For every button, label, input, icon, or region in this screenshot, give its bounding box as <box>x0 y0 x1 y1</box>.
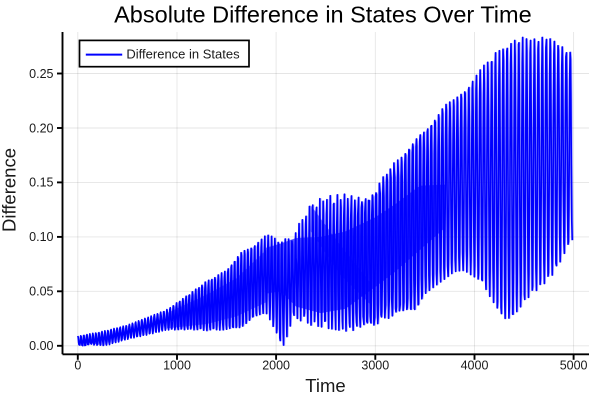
svg-text:4000: 4000 <box>461 359 489 373</box>
svg-text:Difference in States: Difference in States <box>126 47 240 62</box>
svg-text:0: 0 <box>74 359 81 373</box>
svg-text:Absolute Difference in States: Absolute Difference in States Over Time <box>114 2 532 28</box>
svg-text:5000: 5000 <box>560 359 588 373</box>
svg-text:0.25: 0.25 <box>29 67 53 81</box>
svg-text:0.20: 0.20 <box>29 121 53 135</box>
svg-text:2000: 2000 <box>262 359 290 373</box>
svg-text:Difference: Difference <box>0 148 20 232</box>
svg-text:3000: 3000 <box>361 359 389 373</box>
svg-text:Time: Time <box>305 375 345 396</box>
svg-text:0.15: 0.15 <box>29 176 53 190</box>
svg-text:0.05: 0.05 <box>29 285 53 299</box>
svg-text:1000: 1000 <box>163 359 191 373</box>
svg-text:0.10: 0.10 <box>29 230 53 244</box>
svg-text:0.00: 0.00 <box>29 339 53 353</box>
